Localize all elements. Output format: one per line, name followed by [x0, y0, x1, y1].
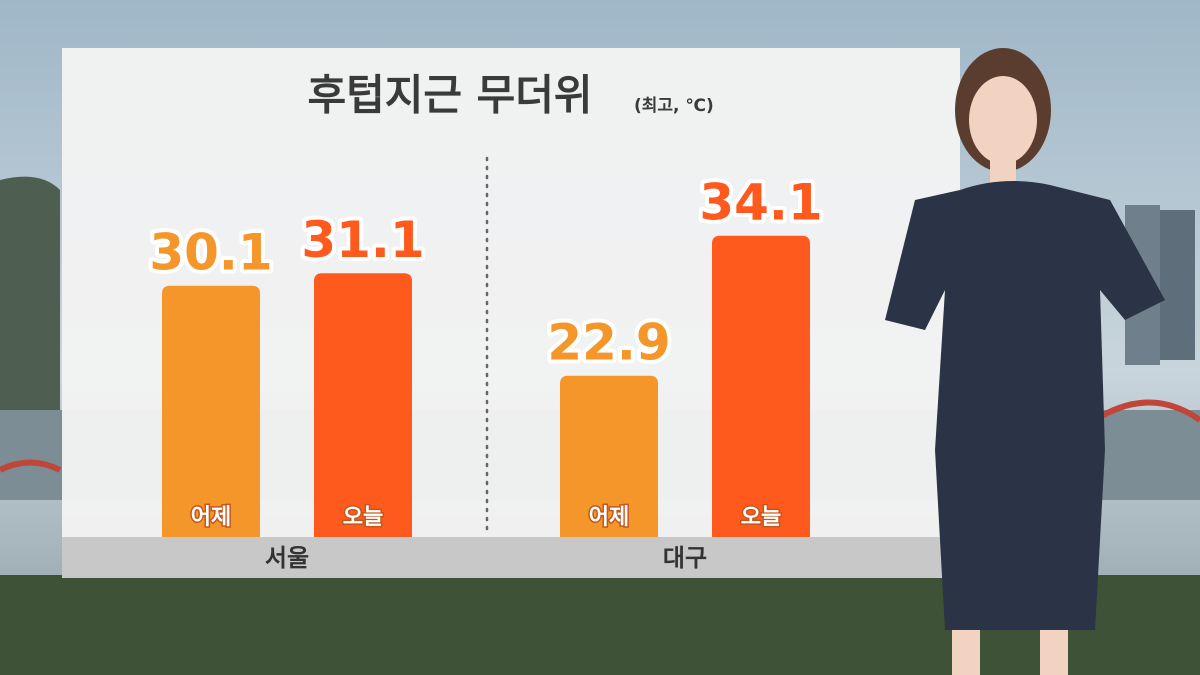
bridge	[1093, 399, 1200, 423]
category-label: 서울	[265, 544, 309, 572]
bar	[162, 285, 260, 537]
face	[969, 76, 1037, 164]
series-label: 어제	[191, 505, 231, 530]
category-band	[62, 537, 960, 578]
presenter	[885, 48, 1165, 675]
value-label: 30.1	[149, 223, 272, 281]
value-label: 31.1	[301, 211, 424, 269]
category-label: 대구	[663, 544, 707, 572]
series-label: 오늘	[741, 505, 781, 530]
bar	[712, 235, 810, 537]
hill	[0, 176, 60, 420]
dress	[885, 181, 1165, 630]
series-label: 오늘	[343, 505, 383, 530]
series-label: 어제	[589, 505, 629, 530]
building	[1160, 210, 1195, 360]
leg	[1040, 630, 1068, 675]
leg	[952, 630, 980, 675]
bridge	[0, 459, 62, 473]
chart-title: 후텁지근 무더위	[307, 71, 592, 120]
value-label: 22.9	[547, 313, 670, 371]
bar	[314, 273, 412, 537]
chart-subtitle: (최고, ℃)	[634, 96, 714, 116]
bar	[560, 375, 658, 537]
value-label: 34.1	[699, 173, 822, 231]
